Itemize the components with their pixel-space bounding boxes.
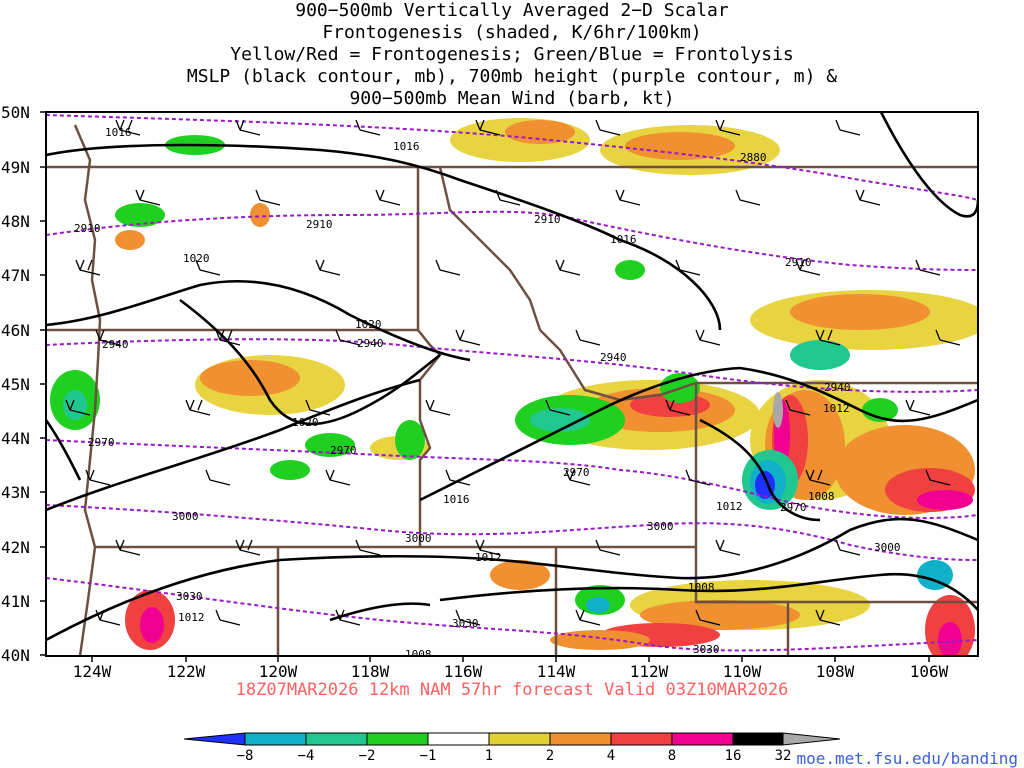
colorbar-label: −2 [359, 748, 376, 764]
colorbar-bin [427, 732, 490, 746]
lat-label: 46N [1, 321, 30, 340]
mslp-label: 1016 [443, 493, 470, 506]
height-label: 3030 [176, 590, 203, 603]
height-label: 2970 [330, 444, 357, 457]
lon-labels: 124W 122W 120W 118W 116W 114W 112W 110W … [73, 662, 949, 681]
mslp-label: 1008 [808, 490, 835, 503]
height-label: 3030 [693, 643, 720, 656]
title-line-1: 900−500mb Vertically Averaged 2−D Scalar [295, 0, 729, 21]
mslp-label: 1016 [105, 126, 132, 139]
map-panel: 1016 1016 1016 1020 1020 1020 1016 1012 … [46, 112, 978, 661]
lat-label: 49N [1, 158, 30, 177]
height-label: 2910 [785, 256, 812, 269]
height-contours [46, 114, 978, 652]
title-line-2: Frontogenesis (shaded, K/6hr/100km) [322, 22, 702, 43]
colorbar-label: 1 [485, 748, 493, 764]
lon-label: 120W [259, 662, 298, 681]
height-label: 3000 [874, 541, 901, 554]
colorbar-bin [549, 732, 612, 746]
mslp-label: 1012 [823, 402, 850, 415]
lon-label: 110W [723, 662, 762, 681]
wind-barbs [65, 119, 961, 626]
colorbar-bin [488, 732, 551, 746]
mslp-label: 1020 [355, 318, 382, 331]
height-label: 2940 [102, 338, 129, 351]
lon-label: 106W [910, 662, 949, 681]
height-label: 2880 [740, 151, 767, 164]
mslp-label: 1012 [716, 500, 743, 513]
colorbar-label: 32 [775, 748, 792, 764]
forecast-valid-time: 18Z07MAR2026 12km NAM 57hr forecast Vali… [235, 680, 789, 700]
lat-label: 47N [1, 266, 30, 285]
mslp-label: 1020 [183, 252, 210, 265]
height-label: 2910 [74, 222, 101, 235]
mslp-label: 1012 [475, 551, 502, 564]
source-credit-link[interactable]: moe.met.fsu.edu/banding [796, 749, 1018, 768]
colorbar-bin [732, 732, 784, 746]
colorbar-bin [610, 732, 673, 746]
colorbar-label: 2 [546, 748, 554, 764]
colorbar-bin [183, 732, 246, 746]
mslp-label: 1016 [393, 140, 420, 153]
colorbar-bin [782, 732, 841, 746]
lat-label: 43N [1, 483, 30, 502]
colorbar-label: 16 [725, 748, 742, 764]
frontogenesis-shading [50, 118, 978, 656]
lat-label: 41N [1, 592, 30, 611]
title-line-3: Yellow/Red = Frontogenesis; Green/Blue =… [230, 44, 794, 65]
height-label: 2940 [600, 351, 627, 364]
colorbar-label: 4 [607, 748, 615, 764]
mslp-label: 1016 [610, 233, 637, 246]
lat-label: 45N [1, 375, 30, 394]
height-label: 2970 [563, 466, 590, 479]
lat-label: 42N [1, 538, 30, 557]
mslp-label: 1008 [405, 648, 432, 661]
lon-label: 108W [816, 662, 855, 681]
lat-label: 44N [1, 429, 30, 448]
lat-label: 50N [1, 103, 30, 122]
mslp-label: 1012 [178, 611, 205, 624]
lon-label: 124W [73, 662, 112, 681]
colorbar-bin [305, 732, 368, 746]
height-label: 2910 [534, 213, 561, 226]
height-label: 2910 [306, 218, 333, 231]
title-line-5: 900−500mb Mean Wind (barb, kt) [349, 88, 675, 109]
height-label: 3000 [647, 520, 674, 533]
mslp-label: 1008 [688, 581, 715, 594]
lon-label: 116W [444, 662, 483, 681]
contour-labels: 1016 1016 1016 1020 1020 1020 1016 1012 … [74, 126, 901, 661]
colorbar-label: 8 [668, 748, 676, 764]
height-label: 2940 [824, 381, 851, 394]
lat-label: 48N [1, 212, 30, 231]
height-label: 2970 [780, 501, 807, 514]
colorbar [183, 732, 841, 746]
lat-label: 40N [1, 646, 30, 665]
lon-label: 118W [351, 662, 390, 681]
axis-ticks [40, 111, 930, 662]
lon-label: 112W [630, 662, 669, 681]
height-label: 3000 [405, 532, 432, 545]
lon-label: 122W [167, 662, 206, 681]
title-line-4: MSLP (black contour, mb), 700mb height (… [186, 66, 838, 87]
colorbar-labels: −8 −4 −2 −1 1 2 4 8 16 32 [237, 748, 792, 764]
idaho-montana-border [438, 166, 697, 402]
colorbar-label: −1 [420, 748, 437, 764]
lon-label: 114W [537, 662, 576, 681]
height-label: 3000 [172, 510, 199, 523]
colorbar-label: −8 [237, 748, 254, 764]
colorbar-bin [671, 732, 734, 746]
colorbar-label: −4 [298, 748, 315, 764]
coastline [73, 124, 102, 656]
mslp-contours [46, 112, 978, 642]
height-label: 2940 [357, 337, 384, 350]
colorbar-bin [244, 732, 307, 746]
height-label: 2970 [88, 436, 115, 449]
height-label: 3030 [452, 617, 479, 630]
colorbar-bin [366, 732, 429, 746]
lat-labels: 50N 49N 48N 47N 46N 45N 44N 43N 42N 41N … [1, 103, 30, 665]
mslp-label: 1020 [292, 416, 319, 429]
